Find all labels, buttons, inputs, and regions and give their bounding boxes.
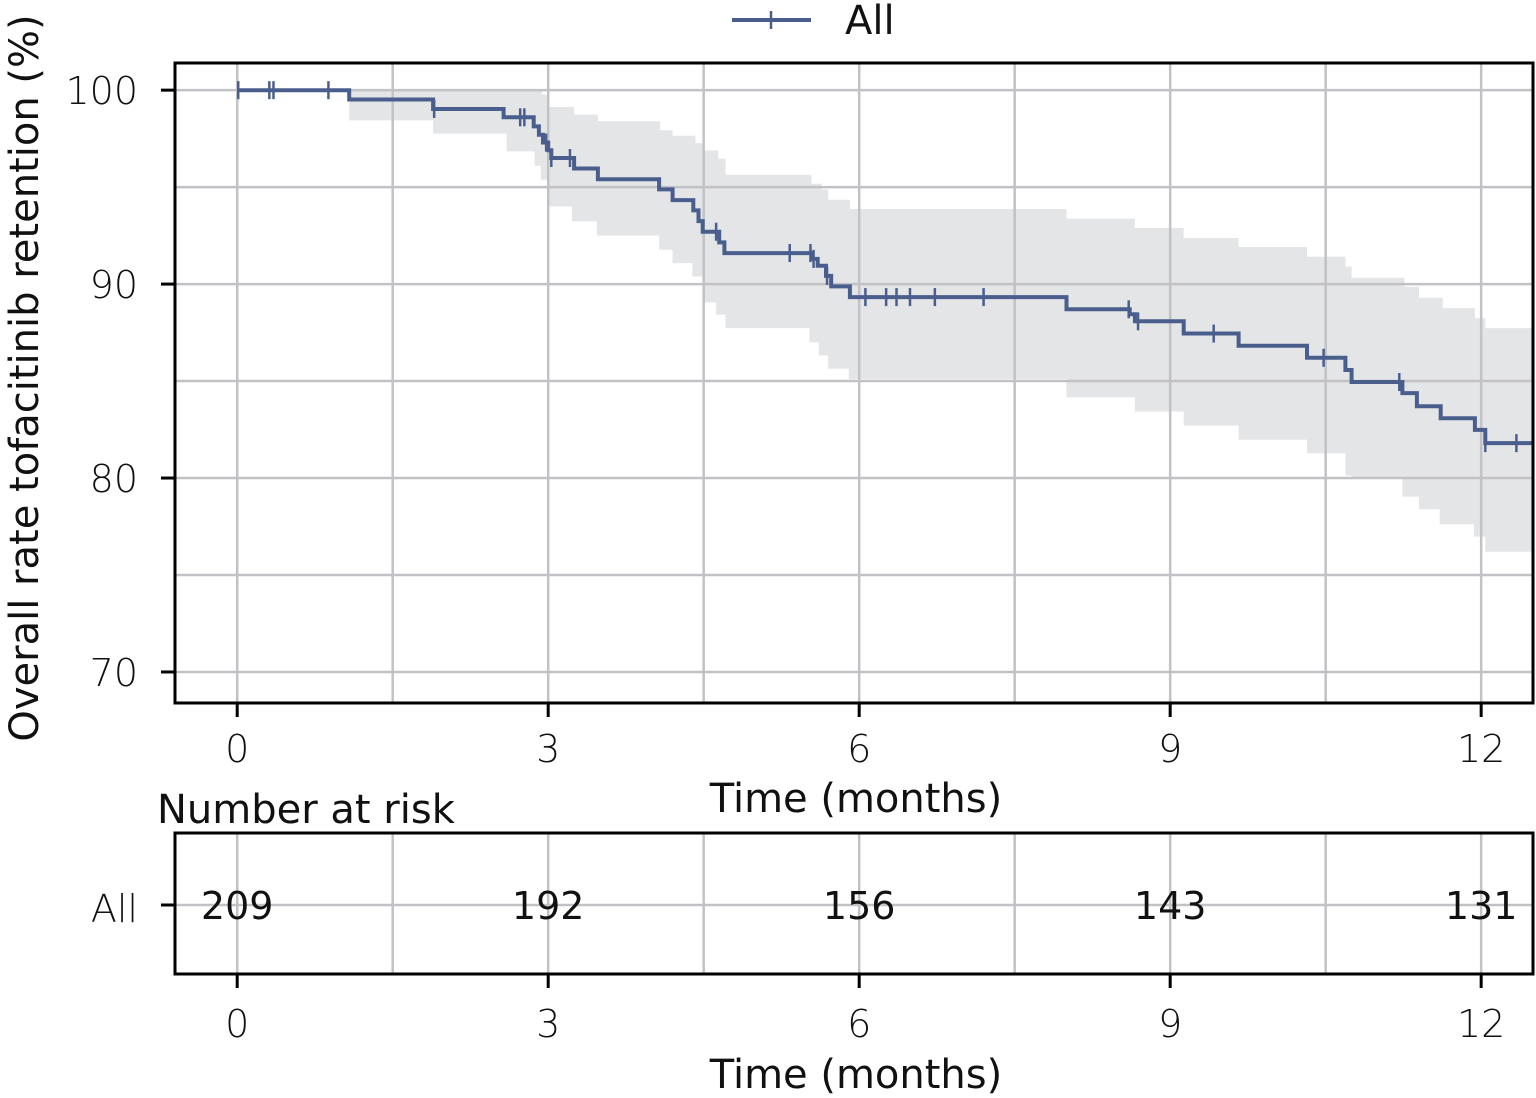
x-tick-label: 0 — [225, 727, 249, 771]
risk-counts: 209 192 156 143 131 — [201, 884, 1518, 928]
risk-row-label: All — [91, 887, 138, 931]
risk-count: 209 — [201, 884, 274, 928]
risk-x-tick-label: 9 — [1158, 1002, 1182, 1046]
y-tick-label: 90 — [90, 263, 138, 307]
main-plot: 70 80 90 100 0 3 6 9 12 Time (months) Overall r… — [2, 14, 1535, 822]
risk-count: 143 — [1134, 884, 1207, 928]
risk-x-tick-label: 0 — [225, 1002, 249, 1046]
y-tick-label: 100 — [65, 69, 138, 113]
y-tick-label: 70 — [90, 651, 138, 695]
risk-table: Number at risk All 209 192 156 143 131 0 3 6 9 1… — [91, 787, 1535, 1098]
risk-x-tick-label: 12 — [1457, 1002, 1505, 1046]
y-axis-ticks: 70 80 90 100 — [65, 69, 175, 695]
x-axis-title: Time (months) — [709, 776, 1002, 822]
legend: All — [732, 0, 895, 44]
x-tick-label: 12 — [1457, 727, 1505, 771]
legend-label: All — [845, 0, 895, 44]
confidence-band — [349, 90, 1534, 552]
grid — [175, 63, 1533, 703]
plot-frame — [173, 61, 1535, 705]
risk-grid — [175, 833, 1533, 974]
risk-x-tick-label: 3 — [536, 1002, 560, 1046]
censor-marks — [236, 81, 1518, 453]
risk-x-axis-ticks: 0 3 6 9 12 — [225, 974, 1505, 1046]
risk-table-title: Number at risk — [157, 787, 456, 833]
risk-count: 156 — [823, 884, 896, 928]
y-axis-title: Overall rate tofacitinib retention (%) — [2, 14, 48, 741]
x-tick-label: 9 — [1158, 727, 1182, 771]
x-axis-ticks: 0 3 6 9 12 — [225, 703, 1505, 771]
risk-count: 192 — [512, 884, 585, 928]
risk-x-axis-title: Time (months) — [709, 1052, 1002, 1098]
ci-band-area — [349, 90, 1534, 552]
x-tick-label: 3 — [536, 727, 560, 771]
risk-x-tick-label: 6 — [847, 1002, 871, 1046]
risk-count: 131 — [1445, 884, 1518, 928]
y-tick-label: 80 — [90, 457, 138, 501]
x-tick-label: 6 — [847, 727, 871, 771]
